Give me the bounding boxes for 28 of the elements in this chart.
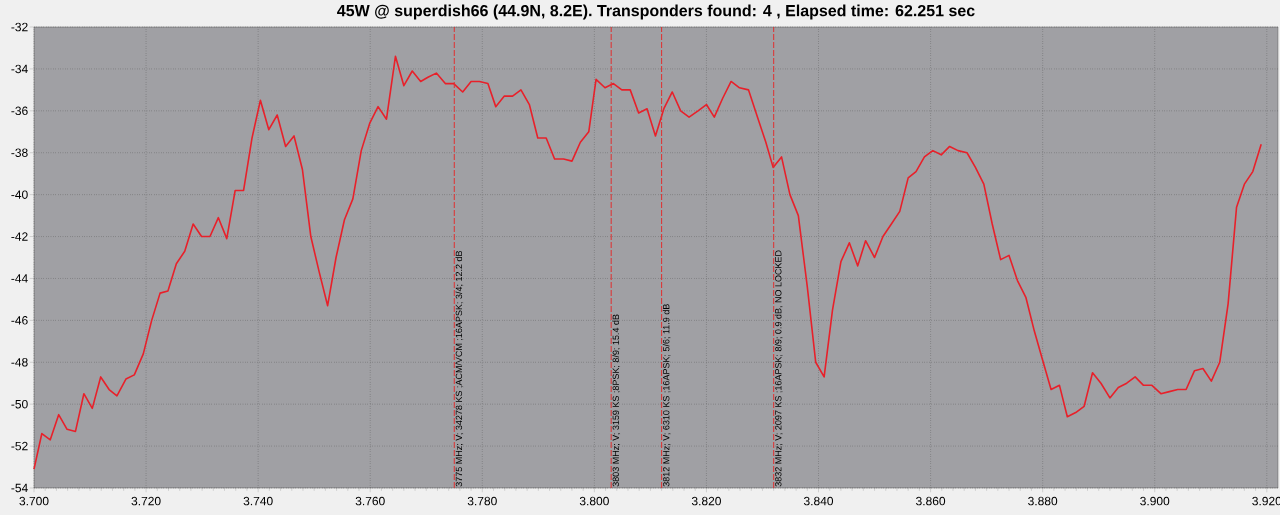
x-tick-label: 3.880 [1028, 496, 1058, 506]
x-tick-label: 3.900 [1140, 496, 1170, 506]
y-tick-label: -40 [11, 190, 28, 199]
y-tick-label: -48 [11, 358, 28, 367]
x-tick-label: 3.780 [467, 496, 497, 506]
y-tick-label: -38 [11, 148, 28, 157]
x-tick-label: 3.860 [916, 496, 946, 506]
x-tick-label: 3.740 [243, 496, 273, 506]
y-tick-label: -46 [11, 316, 28, 325]
y-tick-label: -32 [11, 22, 28, 32]
ref-line-label: 3803 MHz; V; 3159 KS ;8PSK; 8/9; 15.4 dB [612, 314, 621, 487]
ref-line-label: 3812 MHz; V; 6310 KS ;16APSK; 5/6; 11.9 dB [662, 304, 671, 487]
x-tick-label: 3.760 [355, 496, 385, 506]
y-tick-label: -34 [11, 64, 28, 74]
x-tick-label: 3.800 [579, 496, 609, 506]
x-tick-label: 3.720 [131, 496, 161, 506]
chart-title: 45W @ superdish66 (44.9N, 8.2E). Transponders found: 4 , Elapsed time: 62.251 sec [337, 4, 975, 20]
x-tick-label: 3.840 [803, 496, 834, 506]
y-tick-label: -42 [11, 232, 28, 241]
x-tick-label: 3.700 [19, 496, 49, 506]
ref-line-label: 3775 MHz; V; 34278 KS ;ACM/VCM ;16APSK; 3/4; 12.2 dB [455, 251, 464, 487]
y-tick-label: -50 [11, 399, 28, 409]
y-tick-label: -44 [11, 274, 28, 283]
y-tick-label: -54 [11, 483, 28, 493]
x-tick-label: 3.820 [691, 496, 721, 506]
y-tick-label: -52 [11, 441, 28, 451]
y-tick-label: -36 [11, 106, 28, 116]
ref-line-label: 3832 MHz; V; 2097 KS ;16APSK; 8/9; 0.9 dB, NO LOCKED [774, 250, 783, 487]
